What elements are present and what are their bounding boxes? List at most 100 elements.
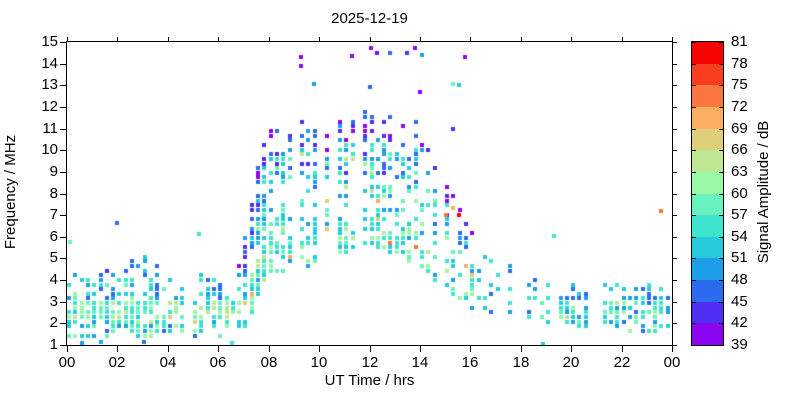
y-tick-label: 2 [49,314,58,331]
colorbar-tick-left [692,64,696,65]
x-tick-label: 14 [411,354,429,371]
x-tick-bottom [622,346,623,352]
y-tick-left [60,280,66,281]
chart-title: 2025-12-19 [331,10,408,27]
x-tick-label: 18 [512,354,530,371]
y-tick-right [673,194,677,195]
colorbar-tick-label: 66 [731,141,748,158]
colorbar-tick-label: 78 [731,55,748,72]
colorbar-tick-label: 60 [731,185,748,202]
x-tick-top [420,37,421,41]
y-tick-label: 3 [49,293,58,310]
y-tick-left [60,258,66,259]
colorbar-segment [692,215,723,238]
y-tick-right [673,129,677,130]
y-tick-right [673,345,677,346]
colorbar-tick-right [719,215,723,216]
colorbar-tick-left [692,258,696,259]
colorbar-tick-label: 81 [731,33,748,50]
colorbar-tick-label: 69 [731,120,748,137]
y-tick-right [673,150,677,151]
x-tick-bottom [67,346,68,352]
y-tick-right [673,85,677,86]
colorbar [691,41,724,346]
colorbar-tick-label: 54 [731,228,748,245]
colorbar-tick-left [692,280,696,281]
y-tick-right [673,302,677,303]
colorbar-tick-label: 51 [731,249,748,266]
y-tick-right [673,172,677,173]
x-tick-top [370,37,371,41]
colorbar-tick-left [692,150,696,151]
colorbar-tick-left [692,129,696,130]
x-tick-label: 00 [663,354,681,371]
colorbar-segment [692,63,723,86]
colorbar-tick-label: 48 [731,271,748,288]
y-tick-label: 9 [49,163,58,180]
colorbar-tick-label: 45 [731,293,748,310]
x-tick-top [117,37,118,41]
x-tick-bottom [521,346,522,352]
y-tick-label: 6 [49,228,58,245]
colorbar-segment [692,258,723,281]
colorbar-tick-left [692,323,696,324]
colorbar-segment [692,106,723,130]
colorbar-segment [692,171,723,194]
x-tick-bottom [168,346,169,352]
y-tick-left [60,150,66,151]
y-axis-label: Frequency / MHz [2,134,19,250]
x-tick-bottom [571,346,572,352]
x-tick-label: 20 [562,354,580,371]
x-tick-label: 04 [159,354,177,371]
colorbar-segment [692,280,723,303]
colorbar-tick-left [692,194,696,195]
x-tick-top [672,37,673,41]
y-tick-right [673,107,677,108]
colorbar-tick-label: 42 [731,314,748,331]
y-tick-label: 13 [41,76,58,93]
x-tick-bottom [370,346,371,352]
y-tick-label: 8 [49,185,58,202]
x-tick-bottom [269,346,270,352]
x-tick-top [168,37,169,41]
x-tick-top [218,37,219,41]
x-tick-label: 06 [209,354,227,371]
colorbar-tick-label: 75 [731,76,748,93]
x-tick-top [319,37,320,41]
x-tick-label: 08 [260,354,278,371]
y-tick-label: 14 [41,55,58,72]
colorbar-tick-right [719,85,723,86]
colorbar-tick-right [719,258,723,259]
y-tick-right [673,323,677,324]
colorbar-tick-right [719,280,723,281]
x-tick-bottom [218,346,219,352]
y-tick-label: 15 [41,33,58,50]
y-tick-label: 5 [49,249,58,266]
x-tick-bottom [319,346,320,352]
colorbar-tick-left [692,237,696,238]
colorbar-tick-left [692,107,696,108]
x-tick-bottom [420,346,421,352]
colorbar-segment [692,301,723,324]
x-axis-label: UT Time / hrs [324,372,415,389]
y-tick-left [60,215,66,216]
colorbar-tick-left [692,345,696,346]
x-tick-label: 00 [58,354,76,371]
colorbar-segment [692,236,723,259]
x-tick-top [622,37,623,41]
colorbar-tick-left [692,215,696,216]
y-tick-right [673,64,677,65]
y-tick-left [60,107,66,108]
colorbar-segment [692,323,723,346]
colorbar-segment [692,128,723,151]
colorbar-tick-right [719,302,723,303]
x-tick-top [571,37,572,41]
y-tick-left [60,323,66,324]
x-tick-bottom [470,346,471,352]
y-tick-right [673,215,677,216]
y-tick-label: 1 [49,336,58,353]
x-tick-top [521,37,522,41]
y-tick-right [673,237,677,238]
y-tick-left [60,42,66,43]
